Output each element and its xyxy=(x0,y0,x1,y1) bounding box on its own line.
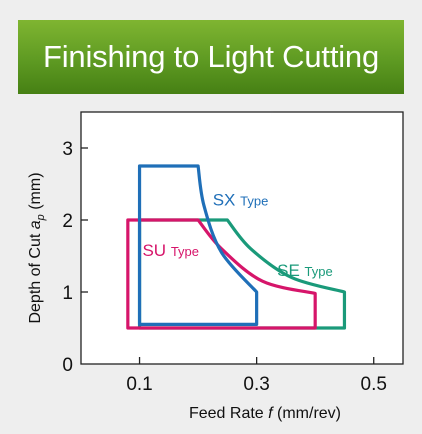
x-tick-label: 0.5 xyxy=(361,374,387,395)
title-banner: Finishing to Light Cutting xyxy=(18,20,404,94)
series-label-su: SU Type xyxy=(142,241,199,260)
y-tick-label: 2 xyxy=(62,211,73,232)
banner-title: Finishing to Light Cutting xyxy=(43,39,379,74)
x-tick-label: 0.1 xyxy=(126,374,152,395)
series-label-sx: SX Type xyxy=(213,191,269,210)
label-layer: SE Type SU Type SX Type xyxy=(142,191,332,281)
series-outline-se xyxy=(137,218,347,330)
y-tick-label: 0 xyxy=(62,355,73,376)
series-label-se: SE Type xyxy=(277,261,333,280)
x-tick-label: 0.3 xyxy=(243,374,269,395)
y-tick-label: 1 xyxy=(62,283,73,304)
y-tick-label: 3 xyxy=(62,139,73,160)
tick-layer: 0.1 0.3 0.5 0 1 2 3 xyxy=(62,139,387,395)
series-layer xyxy=(126,164,347,330)
x-axis-title: Feed Rate f (mm/rev) xyxy=(189,405,341,422)
series-outline-su xyxy=(126,218,317,330)
y-axis-title: Depth of Cut ap (mm) xyxy=(27,172,47,323)
series-outline-sx xyxy=(137,164,259,326)
